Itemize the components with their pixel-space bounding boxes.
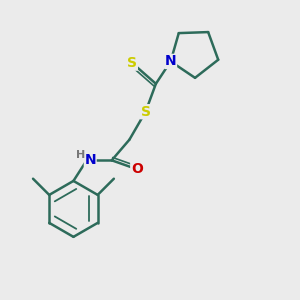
Text: N: N	[84, 153, 96, 167]
Text: O: O	[131, 162, 143, 176]
Text: N: N	[165, 54, 176, 68]
Text: H: H	[76, 150, 85, 160]
Text: S: S	[127, 56, 137, 70]
Text: S: S	[141, 105, 151, 119]
